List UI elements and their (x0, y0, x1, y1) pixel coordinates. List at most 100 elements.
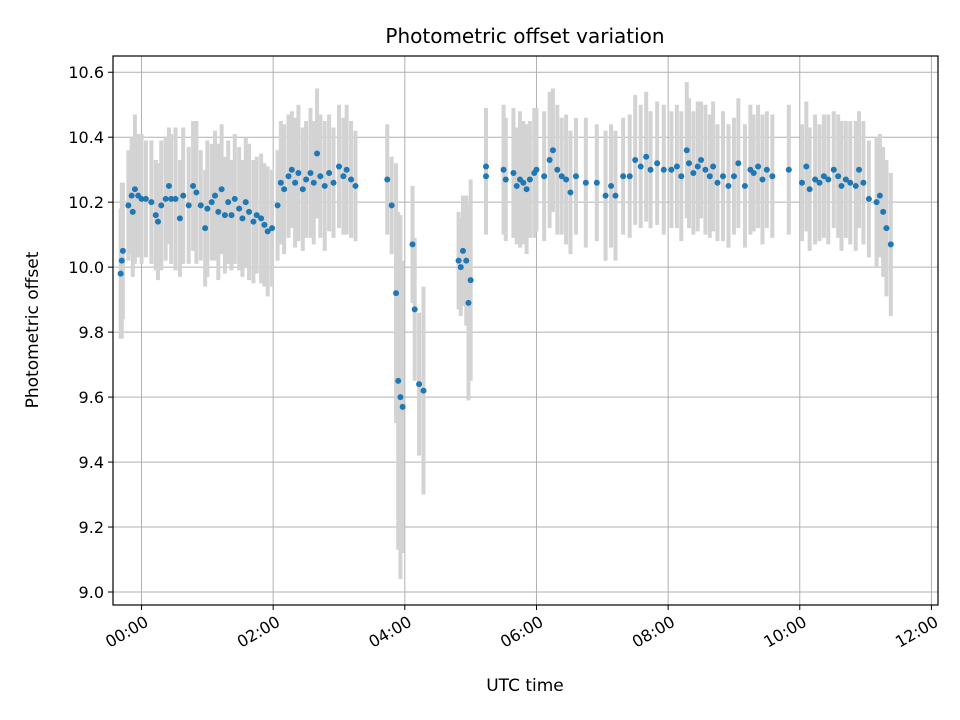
data-point (694, 163, 701, 170)
data-point (502, 176, 509, 183)
data-point (274, 202, 281, 209)
data-point (348, 176, 355, 183)
data-point (239, 215, 246, 222)
data-point (420, 387, 427, 394)
data-point (212, 192, 219, 199)
data-point (500, 166, 507, 173)
data-point (218, 186, 225, 193)
data-point (168, 195, 175, 202)
data-point (510, 169, 517, 176)
data-point (321, 182, 328, 189)
data-point (563, 176, 570, 183)
data-point (138, 195, 145, 202)
data-point (830, 166, 837, 173)
data-point (388, 202, 395, 209)
data-point (125, 202, 132, 209)
data-point (384, 176, 391, 183)
data-point (162, 195, 169, 202)
data-point (852, 182, 859, 189)
data-point (873, 199, 880, 206)
data-point (221, 212, 228, 219)
data-point (812, 176, 819, 183)
data-point (735, 160, 742, 167)
data-point (483, 163, 490, 170)
data-point (820, 173, 827, 180)
data-point (710, 163, 717, 170)
data-point (190, 182, 197, 189)
data-point (769, 173, 776, 180)
data-point (285, 173, 292, 180)
data-point (647, 166, 654, 173)
data-point (593, 179, 600, 186)
data-point (292, 179, 299, 186)
data-point (759, 176, 766, 183)
data-point (706, 173, 713, 180)
data-point (463, 257, 470, 264)
data-point (228, 212, 235, 219)
data-point (208, 199, 215, 206)
data-point (523, 186, 530, 193)
data-point (231, 195, 238, 202)
data-point (643, 153, 650, 160)
data-point (152, 212, 159, 219)
data-point (467, 277, 474, 284)
data-point (847, 179, 854, 186)
data-point (632, 156, 639, 163)
data-point (119, 247, 126, 254)
data-point (549, 147, 556, 154)
data-point (335, 163, 342, 170)
data-point (457, 264, 464, 271)
data-point (131, 186, 138, 193)
data-point (483, 173, 490, 180)
data-point (816, 179, 823, 186)
data-point (637, 163, 644, 170)
data-point (678, 173, 685, 180)
data-point (785, 166, 792, 173)
data-point (714, 179, 721, 186)
y-tick-label: 9.2 (79, 518, 104, 537)
y-tick-label: 9.4 (79, 453, 104, 472)
data-point (685, 160, 692, 167)
y-tick-label: 10.0 (68, 258, 104, 277)
data-point (330, 179, 337, 186)
data-point (546, 156, 553, 163)
data-point (725, 182, 732, 189)
data-point (741, 182, 748, 189)
data-point (204, 205, 211, 212)
data-point (165, 182, 172, 189)
data-point (202, 225, 209, 232)
data-point (269, 225, 276, 232)
data-point (295, 169, 302, 176)
data-point (887, 241, 894, 248)
data-point (193, 189, 200, 196)
data-point (856, 166, 863, 173)
data-point (340, 173, 347, 180)
data-point (317, 173, 324, 180)
data-point (698, 156, 705, 163)
data-point (236, 205, 243, 212)
data-point (397, 394, 404, 401)
data-point (326, 169, 333, 176)
data-point (148, 199, 155, 206)
data-point (763, 166, 770, 173)
data-point (253, 212, 260, 219)
data-point (307, 169, 314, 176)
data-point (883, 225, 890, 232)
y-tick-label: 10.2 (68, 193, 104, 212)
data-point (683, 147, 690, 154)
data-point (310, 179, 317, 186)
data-point (602, 192, 609, 199)
data-point (117, 270, 124, 277)
data-point (277, 179, 284, 186)
data-point (288, 166, 295, 173)
data-point (654, 160, 661, 167)
data-point (541, 173, 548, 180)
y-tick-label: 9.0 (79, 583, 104, 602)
data-points (117, 147, 894, 410)
data-point (620, 173, 627, 180)
x-axis-label: UTC time (486, 676, 564, 696)
data-point (185, 202, 192, 209)
data-point (825, 176, 832, 183)
